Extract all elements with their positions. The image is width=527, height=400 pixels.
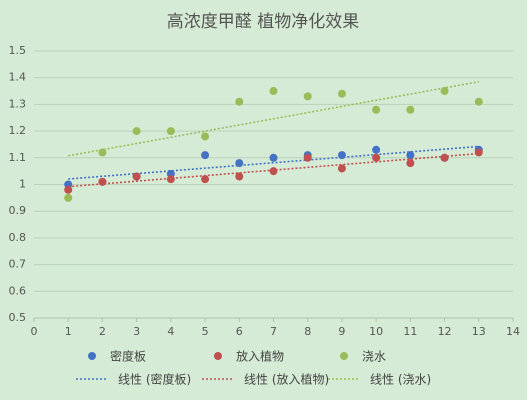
y-tick-label: 0.5 (9, 311, 27, 324)
point (269, 167, 278, 176)
x-tick-label: 8 (304, 325, 311, 338)
point (269, 87, 278, 96)
point (440, 153, 449, 162)
point (303, 153, 312, 162)
legend-label: 线性 (密度板) (118, 372, 191, 387)
x-tick-label: 7 (270, 325, 277, 338)
point (98, 177, 107, 186)
x-tick-label: 1 (65, 325, 72, 338)
point (269, 153, 278, 162)
point (406, 151, 415, 160)
point (474, 97, 483, 106)
x-tick-label: 2 (99, 325, 106, 338)
point (372, 153, 381, 162)
chart-title: 高浓度甲醛 植物净化效果 (167, 12, 359, 32)
legend-label: 线性 (浇水) (370, 373, 431, 387)
x-tick-label: 5 (202, 325, 209, 338)
y-tick-label: 0.8 (9, 231, 27, 244)
y-tick-label: 1.3 (9, 97, 27, 110)
point (337, 151, 346, 160)
point (372, 105, 381, 114)
point (474, 148, 483, 157)
y-tick-label: 1.2 (9, 124, 27, 137)
y-tick-label: 0.6 (9, 284, 27, 297)
point (303, 92, 312, 101)
x-tick-label: 3 (133, 325, 140, 338)
legend-label: 线性 (放入植物) (244, 372, 329, 387)
point (440, 87, 449, 96)
y-tick-label: 1.5 (9, 44, 27, 57)
point (337, 164, 346, 173)
trend-line (68, 80, 479, 157)
x-tick-label: 11 (403, 325, 417, 338)
point (201, 132, 210, 141)
legend-marker (340, 352, 348, 360)
legend-label: 浇水 (362, 350, 386, 364)
point (166, 127, 175, 136)
x-tick-label: 0 (31, 325, 38, 338)
y-tick-label: 0.7 (9, 258, 27, 271)
point (132, 172, 141, 181)
point (235, 97, 244, 106)
point (406, 159, 415, 168)
y-tick-label: 1.4 (9, 71, 27, 84)
x-tick-label: 13 (472, 325, 486, 338)
point (337, 89, 346, 98)
legend-label: 放入植物 (236, 349, 284, 364)
x-tick-label: 6 (236, 325, 243, 338)
x-tick-label: 4 (167, 325, 174, 338)
x-tick-label: 14 (506, 325, 520, 338)
legend-label: 密度板 (110, 349, 146, 364)
point (166, 175, 175, 184)
y-tick-label: 1.1 (9, 151, 27, 164)
point (235, 159, 244, 168)
point (235, 172, 244, 181)
y-tick-label: 0.9 (9, 204, 27, 217)
legend-marker (88, 352, 96, 360)
legend-marker (214, 352, 222, 360)
point (406, 105, 415, 114)
point (132, 127, 141, 136)
point (201, 175, 210, 184)
point (98, 148, 107, 157)
point (372, 145, 381, 154)
point (64, 185, 73, 194)
point (64, 193, 73, 202)
x-tick-label: 10 (369, 325, 383, 338)
point (201, 151, 210, 160)
y-tick-label: 1 (19, 178, 26, 191)
x-tick-label: 9 (338, 325, 345, 338)
x-tick-label: 12 (438, 325, 452, 338)
